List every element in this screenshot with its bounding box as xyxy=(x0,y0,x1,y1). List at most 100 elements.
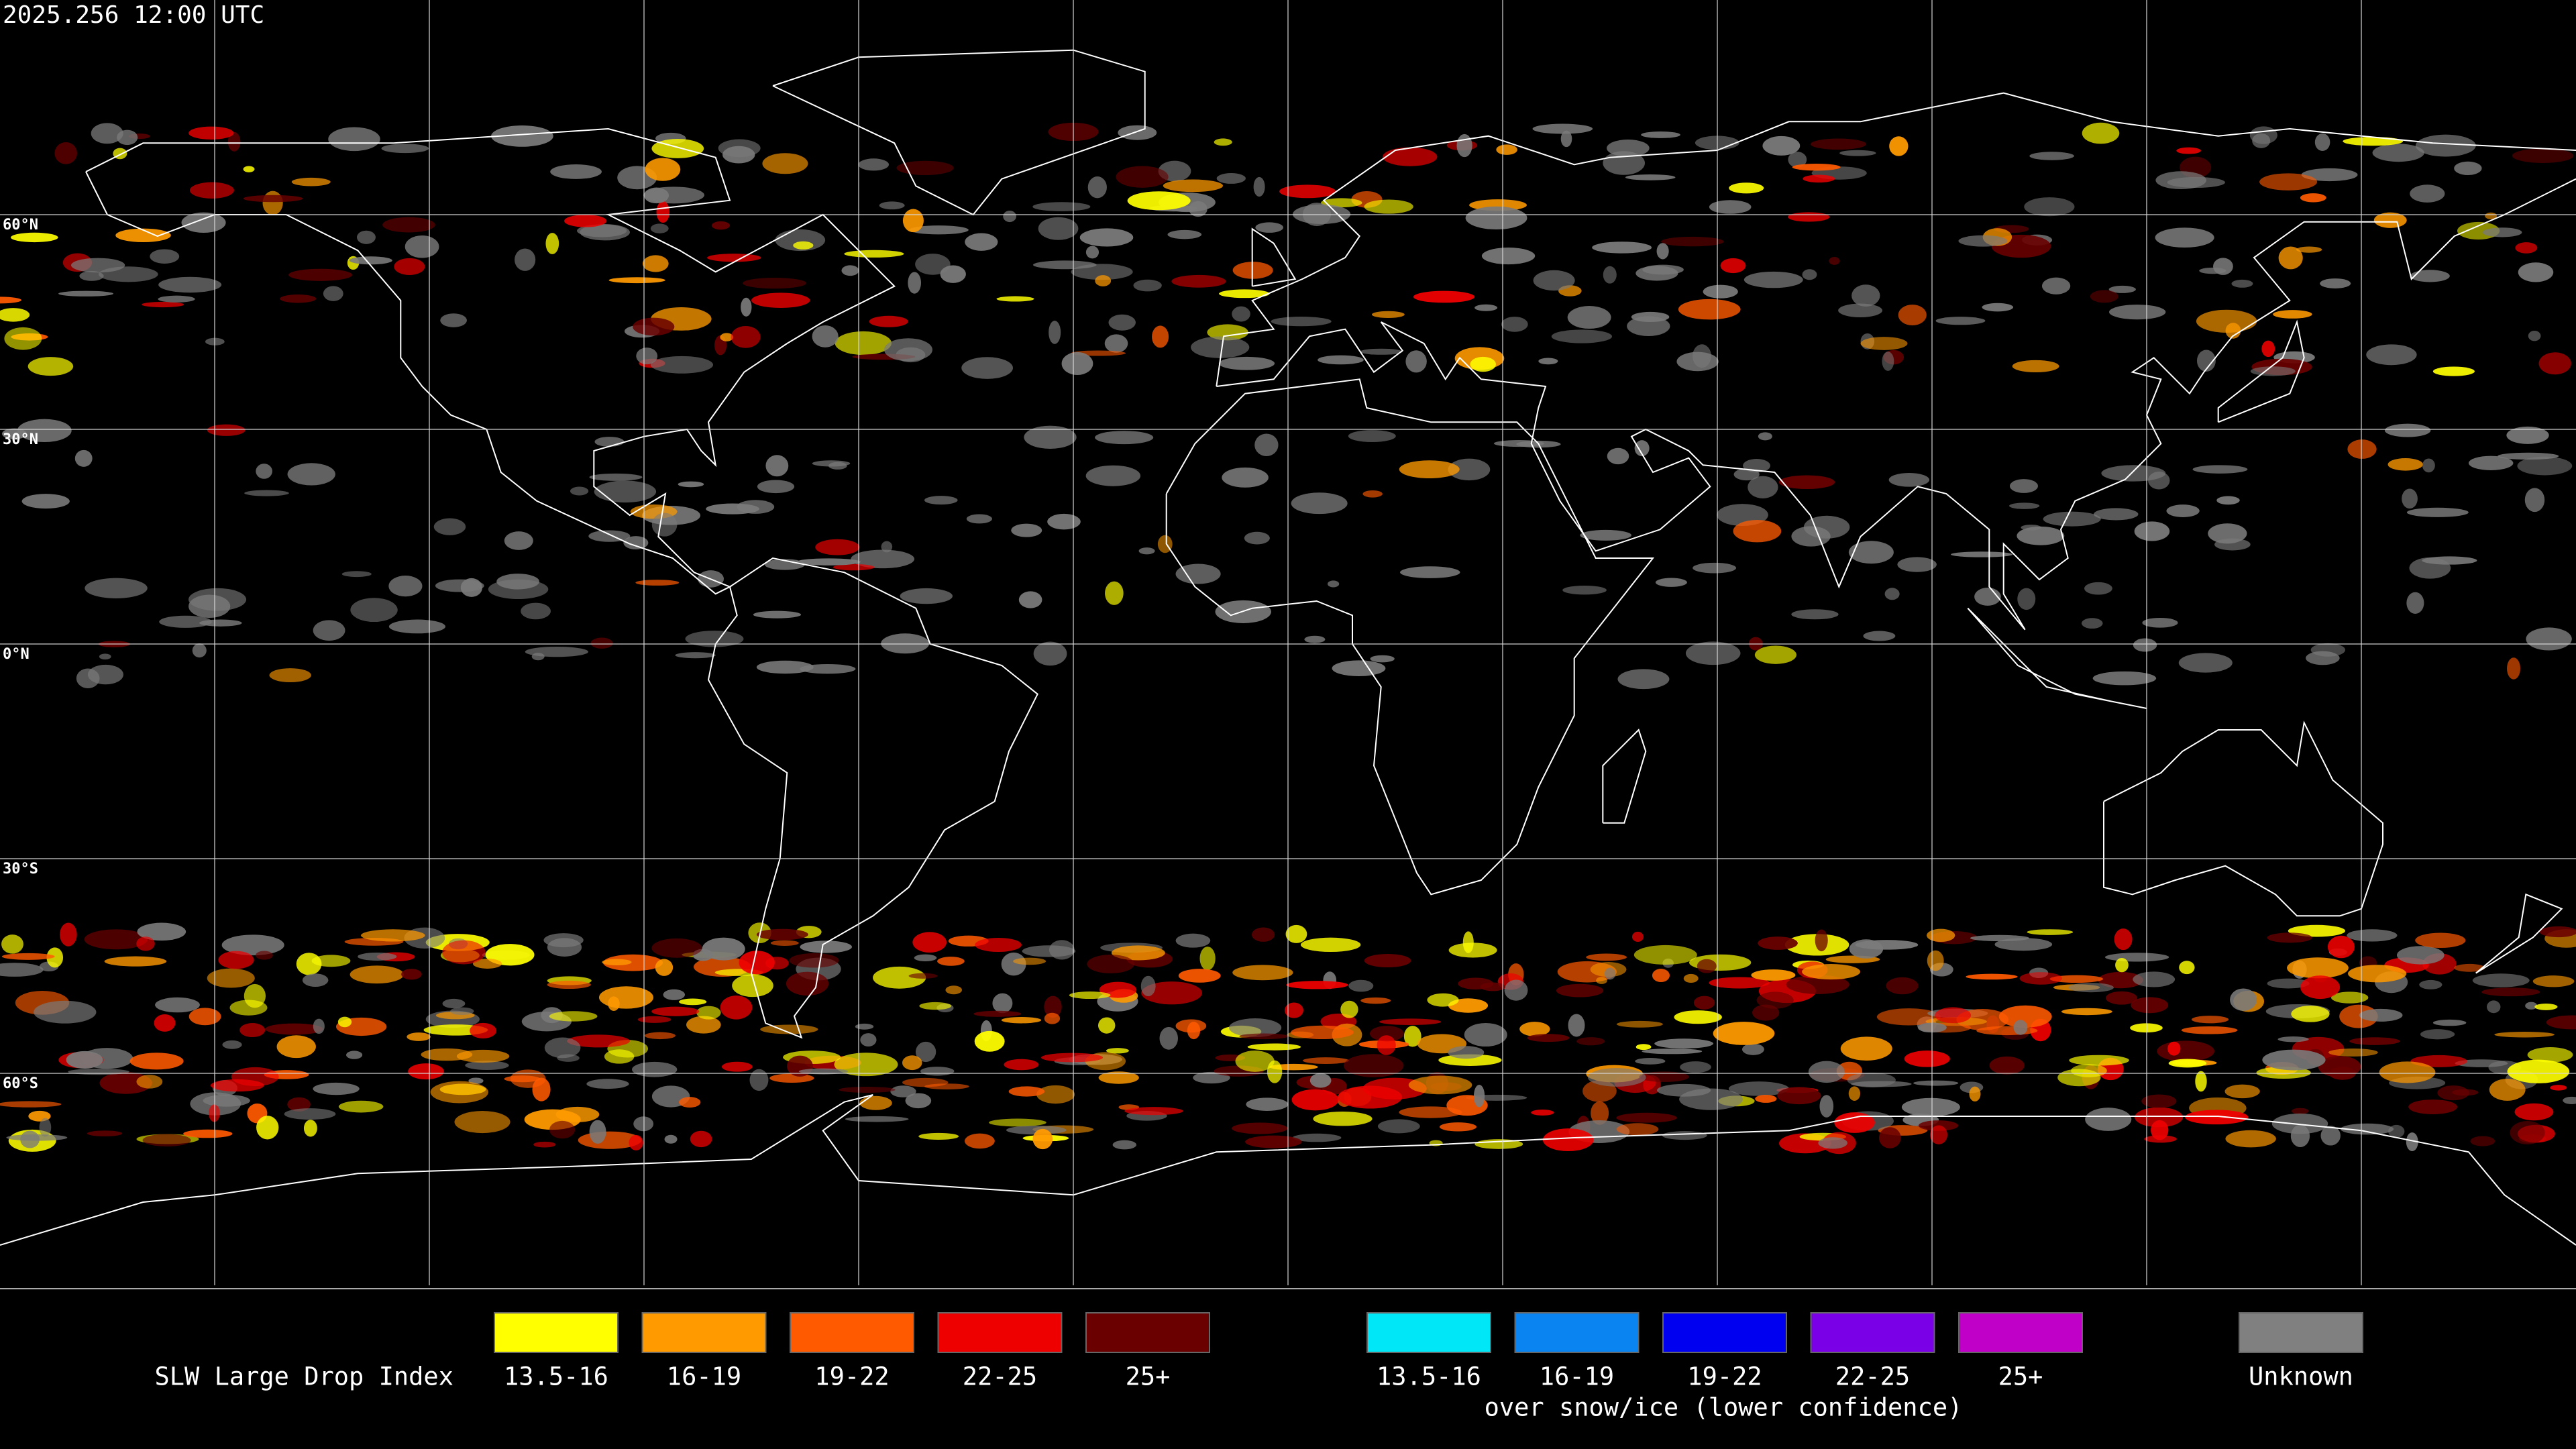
cloud-patch xyxy=(1302,1057,1349,1064)
cloud-patch xyxy=(1851,284,1880,307)
cloud-patch xyxy=(2563,1096,2576,1104)
cloud-patch xyxy=(2157,1040,2214,1062)
cloud-patch xyxy=(1848,541,1894,564)
cloud-patch xyxy=(265,1023,323,1035)
cloud-patch xyxy=(1592,241,1652,254)
legend-label: 25+ xyxy=(1126,1362,1171,1391)
cloud-patch xyxy=(311,955,351,967)
cloud-patch xyxy=(2185,1110,2249,1125)
cloud-patch xyxy=(2191,1016,2229,1024)
cloud-patch xyxy=(11,232,58,243)
cloud-patch xyxy=(1693,996,1715,1010)
cloud-patch xyxy=(1676,352,1719,372)
snow-caption: over snow/ice (lower confidence) xyxy=(1485,1393,1963,1422)
legend-label: 19-22 xyxy=(814,1362,889,1391)
cloud-patch xyxy=(1884,588,1900,600)
cloud-patch xyxy=(1607,447,1629,465)
cloud-patch xyxy=(1032,260,1097,270)
cloud-patch xyxy=(2506,426,2549,444)
cloud-patch xyxy=(1616,1020,1663,1028)
cloud-patch xyxy=(812,460,851,467)
cloud-patch xyxy=(1501,317,1528,332)
cloud-patch xyxy=(1085,465,1141,486)
cloud-patch xyxy=(262,191,283,215)
cloud-patch xyxy=(1634,440,1650,457)
cloud-patch xyxy=(350,965,404,984)
cloud-patch xyxy=(313,1082,360,1095)
cloud-patch xyxy=(2320,278,2351,288)
cloud-patch xyxy=(1232,965,1293,981)
cloud-patch xyxy=(68,1068,129,1075)
cloud-patch xyxy=(2024,197,2075,217)
cloud-patch xyxy=(902,1055,922,1071)
cloud-patch xyxy=(2179,961,2195,975)
cloud-patch xyxy=(288,268,353,281)
cloud-patch xyxy=(1542,1128,1594,1152)
cloud-patch xyxy=(207,424,246,436)
cloud-patch xyxy=(1087,176,1107,199)
cloud-patch xyxy=(2489,1078,2526,1101)
cloud-patch xyxy=(407,1032,431,1041)
cloud-patch xyxy=(1935,317,1986,325)
cloud-patch xyxy=(1011,523,1042,537)
cloud-patch xyxy=(74,449,93,467)
cloud-patch xyxy=(608,996,620,1011)
cloud-patch xyxy=(2262,1049,2326,1071)
cloud-patch xyxy=(1163,179,1224,193)
cloud-patch xyxy=(155,997,200,1013)
cloud-patch xyxy=(1448,1046,1485,1059)
cloud-patch xyxy=(358,952,397,961)
cloud-patch xyxy=(762,153,808,174)
legend-swatch xyxy=(1958,1312,2083,1353)
cloud-patch xyxy=(1235,1050,1275,1072)
cloud-patch xyxy=(381,144,429,154)
cloud-patch xyxy=(2104,953,2169,962)
legend-label: 13.5-16 xyxy=(1377,1362,1481,1391)
cloud-patch xyxy=(1562,585,1607,595)
cloud-patch xyxy=(349,256,392,265)
cloud-patch xyxy=(1300,937,1361,953)
cloud-patch xyxy=(1470,356,1496,372)
cloud-patch xyxy=(919,1002,952,1010)
cloud-patch xyxy=(1362,490,1383,498)
cloud-patch xyxy=(1641,131,1680,138)
cloud-patch xyxy=(1040,1053,1104,1063)
cloud-patch xyxy=(2527,1046,2573,1063)
cloud-patch xyxy=(2267,932,2312,943)
cloud-patch xyxy=(313,1018,325,1034)
cloud-patch xyxy=(1633,945,1697,965)
cloud-patch xyxy=(2133,971,2176,987)
cloud-patch xyxy=(974,1030,1005,1052)
cloud-patch xyxy=(2379,1061,2436,1083)
cloud-patch xyxy=(1006,1125,1067,1135)
cloud-patch xyxy=(2528,330,2541,341)
cloud-patch xyxy=(1935,1007,1972,1024)
cloud-patch xyxy=(2526,627,2572,651)
cloud-patch xyxy=(1580,529,1631,541)
cloud-patch xyxy=(1777,1087,1821,1105)
cloud-patch xyxy=(2273,310,2312,319)
cloud-patch xyxy=(2291,1006,2330,1022)
cloud-patch xyxy=(2387,458,2423,471)
cloud-patch xyxy=(696,1006,721,1020)
legend-swatch xyxy=(2239,1312,2363,1353)
cloud-patch xyxy=(1551,329,1613,343)
cloud-patch xyxy=(87,664,123,685)
cloud-patch xyxy=(2224,1084,2260,1099)
cloud-patch xyxy=(142,1134,191,1146)
cloud-patch xyxy=(902,209,924,233)
cloud-patch xyxy=(1834,1112,1875,1133)
cloud-patch xyxy=(800,663,856,674)
cloud-patch xyxy=(328,127,380,152)
cloud-patch xyxy=(1291,1025,1354,1040)
cloud-patch xyxy=(1713,1022,1775,1045)
legend-title: SLW Large Drop Index xyxy=(154,1362,453,1391)
cloud-patch xyxy=(2061,1008,2112,1016)
cloud-patch xyxy=(1603,266,1617,284)
cloud-patch xyxy=(1175,1019,1207,1033)
cloud-patch xyxy=(34,1000,97,1024)
cloud-patch xyxy=(1038,217,1079,240)
cloud-patch xyxy=(1685,641,1741,665)
cloud-patch xyxy=(908,973,938,979)
cloud-patch xyxy=(1709,977,1770,989)
